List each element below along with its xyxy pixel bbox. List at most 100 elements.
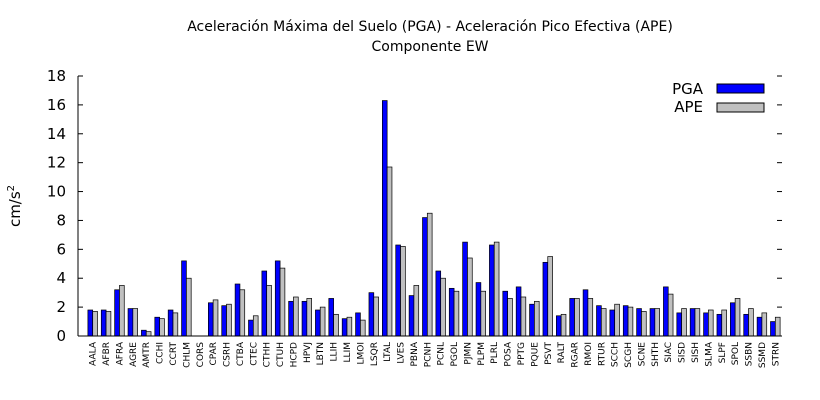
legend: PGA APE xyxy=(672,80,765,116)
bar-ape-rgar xyxy=(574,298,580,337)
bar-pga-pptg xyxy=(515,286,522,337)
bar-ape-shth xyxy=(654,308,660,337)
x-tick-label-rgar: RGAR xyxy=(571,342,581,368)
bar-pga-lbtn xyxy=(315,309,321,337)
y-axis-label-exponent: 2 xyxy=(6,185,17,191)
bar-pga-ctba xyxy=(234,283,241,337)
bar-pga-lves xyxy=(395,244,401,337)
x-tick-label-spol: SPOL xyxy=(731,342,741,365)
chart-subtitle: Componente EW xyxy=(371,39,488,55)
bar-ape-amtr xyxy=(145,331,152,337)
bar-pga-spol xyxy=(729,302,736,337)
x-tick-label-lves: LVES xyxy=(397,342,407,364)
bar-ape-cpar xyxy=(212,299,219,337)
bar-ape-cthh xyxy=(266,285,272,337)
bar-pga-cthh xyxy=(261,270,268,337)
bar-pga-ssbn xyxy=(743,313,749,337)
bar-pga-plrl xyxy=(489,244,495,337)
bar-pga-scch xyxy=(609,309,616,337)
bar-pga-afbr xyxy=(100,309,107,337)
bar-ape-pgol xyxy=(453,290,460,337)
bar-pga-pgol xyxy=(448,287,455,337)
x-tick-label-ctec: CTEC xyxy=(249,342,259,366)
bar-pga-ctuh xyxy=(274,260,281,337)
x-tick-label-chlm: CHLM xyxy=(182,342,192,368)
x-tick-label-scch: SCCH xyxy=(611,342,621,367)
x-tick-label-ctba: CTBA xyxy=(236,341,246,366)
bar-ape-cchi xyxy=(159,318,165,337)
bar-ape-scne xyxy=(641,311,647,337)
bar-pga-hcpd xyxy=(288,300,294,337)
legend-label-pga: PGA xyxy=(672,80,704,98)
bar-ape-ctuh xyxy=(279,267,286,337)
y-ticks-group: 0 2 4 6 8 10 12 14 16 18 xyxy=(47,67,782,345)
x-tick-label-ltal: LTAL xyxy=(383,342,393,362)
x-tick-label-lbtn: LBTN xyxy=(316,342,326,365)
x-tick-label-scne: SCNE xyxy=(637,342,647,367)
bar-pga-plpm xyxy=(475,282,482,337)
x-tick-label-plrl: PLRL xyxy=(490,342,500,364)
x-tick-label-afra: AFRA xyxy=(115,341,125,365)
x-tick-label-posa: POSA xyxy=(504,341,514,366)
bar-ape-ctba xyxy=(239,289,246,337)
bars-group xyxy=(87,100,781,337)
bar-pga-psvt xyxy=(542,261,549,337)
y-tick-label-14: 14 xyxy=(47,125,66,143)
x-tick-label-rtur: RTUR xyxy=(597,342,607,366)
x-tick-label-hpvj: HPVJ xyxy=(303,342,313,363)
bar-ape-spol xyxy=(734,298,741,337)
y-tick-label-16: 16 xyxy=(47,96,66,114)
x-tick-label-afbr: AFBR xyxy=(102,342,112,366)
x-tick-label-cchi: CCHI xyxy=(156,342,166,364)
y-tick-label-4: 4 xyxy=(56,269,66,287)
bar-ape-plrl xyxy=(493,241,500,337)
x-tick-label-lmoi: LMOI xyxy=(356,342,366,365)
x-tick-label-plpm: PLPM xyxy=(477,342,487,366)
x-tick-label-ssmd: SSMD xyxy=(758,342,768,368)
y-tick-label-2: 2 xyxy=(56,298,66,316)
bar-pga-lsqr xyxy=(368,292,375,337)
chart-title: Aceleración Máxima del Suelo (PGA) - Ace… xyxy=(187,19,673,35)
legend-label-ape: APE xyxy=(674,98,703,116)
bar-ape-ltal xyxy=(386,166,393,337)
bar-ape-llih xyxy=(333,313,339,337)
x-ticks-group: AALA AFBR AFRA AGRE AMTR CCHI CCRT CHLM CORS CPAR… xyxy=(89,341,782,368)
x-tick-label-cors: CORS xyxy=(196,342,206,368)
bar-ape-lbtn xyxy=(319,306,326,337)
bar-ape-plpm xyxy=(480,290,487,337)
bar-pga-lmoi xyxy=(355,312,361,337)
x-tick-label-strn: STRN xyxy=(771,342,781,366)
y-tick-label-6: 6 xyxy=(56,240,66,258)
bar-pga-pcnl xyxy=(435,270,442,337)
y-tick-label-8: 8 xyxy=(56,211,66,229)
x-tick-label-cthh: CTHH xyxy=(263,342,273,367)
bar-pga-hpvj xyxy=(301,300,308,337)
x-tick-label-pjmn: PJMN xyxy=(463,342,473,365)
bar-ape-sish xyxy=(694,308,701,337)
x-tick-label-cpar: CPAR xyxy=(209,342,219,366)
x-tick-label-siac: SIAC xyxy=(664,342,674,363)
bar-ape-lsqr xyxy=(373,296,379,337)
bar-pga-siac xyxy=(663,286,669,337)
y-axis-label-unit: cm/s xyxy=(6,191,24,227)
x-tick-label-pcnl: PCNL xyxy=(437,342,447,365)
x-tick-label-rmoi: RMOI xyxy=(584,342,594,366)
bar-ape-ctec xyxy=(252,315,259,337)
x-tick-label-csrh: CSRH xyxy=(223,342,233,367)
bar-pga-pcnh xyxy=(422,217,428,337)
bar-pga-pque xyxy=(529,303,535,337)
bar-ape-pcnl xyxy=(440,277,446,337)
bar-ape-strn xyxy=(774,316,781,337)
x-tick-label-pque: PQUE xyxy=(530,342,540,367)
bar-ape-aala xyxy=(92,311,98,337)
bar-pga-scgh xyxy=(622,305,629,337)
bar-pga-sish xyxy=(689,308,696,337)
bar-ape-afbr xyxy=(105,311,112,337)
axes-group xyxy=(77,76,782,337)
x-tick-label-ccrt: CCRT xyxy=(169,342,179,366)
bar-pga-scne xyxy=(636,308,642,337)
bar-ape-psvt xyxy=(547,256,553,337)
x-tick-label-sish: SISH xyxy=(691,342,701,363)
